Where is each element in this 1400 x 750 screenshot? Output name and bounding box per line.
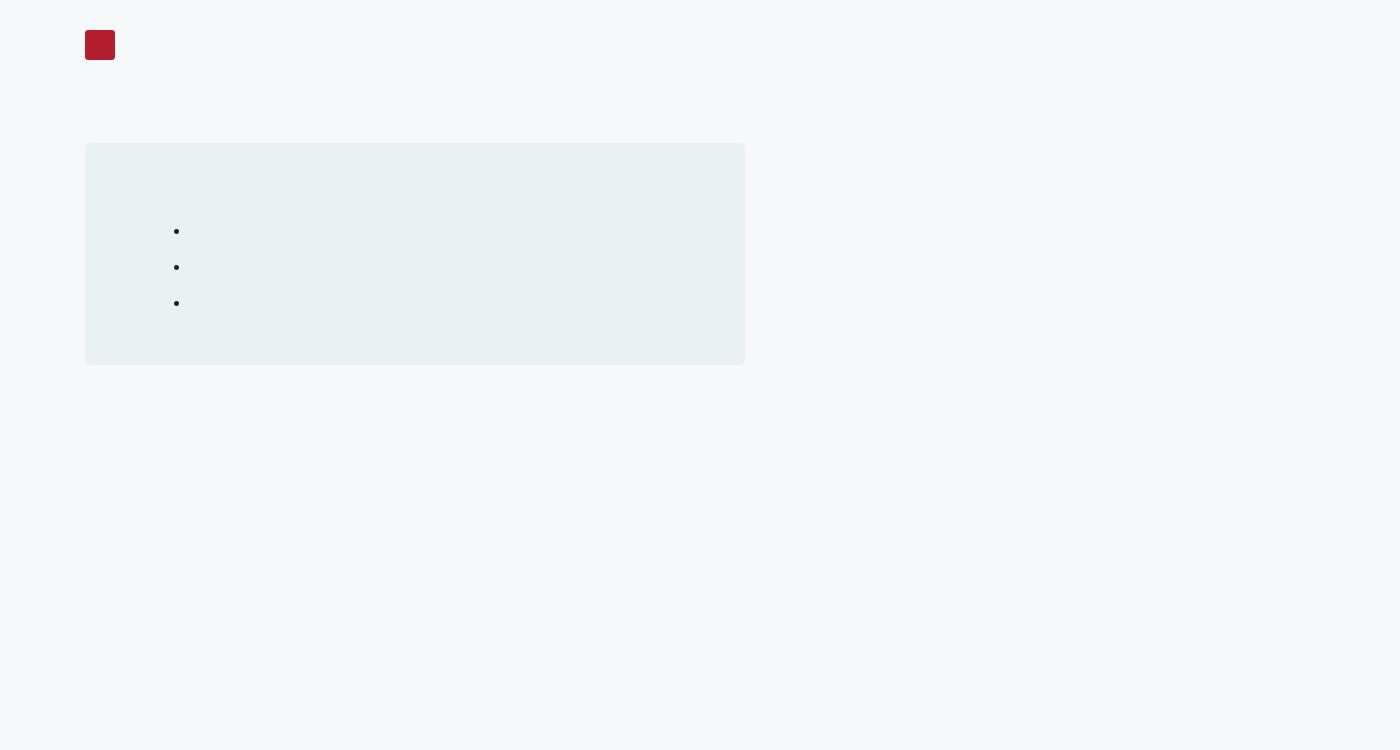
bullet-item bbox=[191, 213, 711, 249]
summary-box bbox=[85, 143, 745, 365]
pie-svg bbox=[865, 141, 1265, 541]
legend-item-tax bbox=[997, 105, 1047, 119]
chart-column bbox=[815, 105, 1315, 541]
bullet-item bbox=[191, 249, 711, 285]
brand-logo bbox=[85, 30, 1315, 60]
legend-swatch-icon bbox=[997, 105, 1037, 119]
chart-legend bbox=[997, 105, 1133, 119]
summary-bullets bbox=[119, 213, 711, 321]
logo-letter bbox=[85, 30, 115, 60]
pie-chart bbox=[865, 141, 1265, 541]
text-column bbox=[85, 105, 745, 541]
main-content bbox=[85, 105, 1315, 541]
legend-item-takehome bbox=[1083, 105, 1133, 119]
bullet-item bbox=[191, 285, 711, 321]
legend-swatch-icon bbox=[1083, 105, 1123, 119]
